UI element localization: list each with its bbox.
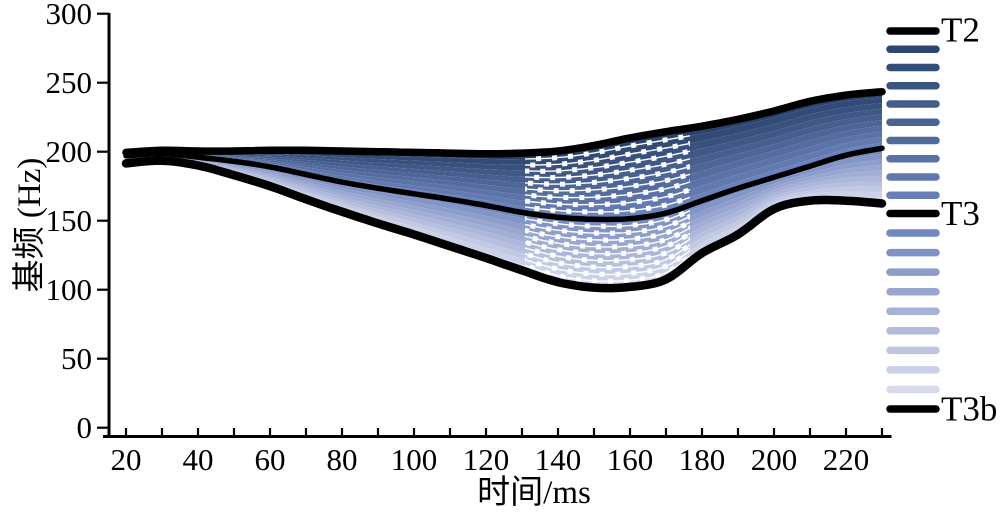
continuum-strip <box>126 125 882 198</box>
y-tick-label: 150 <box>46 203 93 238</box>
x-tick-label: 80 <box>327 442 358 477</box>
t3b-curve <box>121 156 887 293</box>
y-axis-label: 基频 (Hz) <box>11 158 48 293</box>
continuum-strip <box>126 142 882 220</box>
legend-label-t2: T2 <box>941 11 980 50</box>
x-tick-label: 140 <box>535 442 582 477</box>
continuum-strip <box>126 159 882 282</box>
continuum-strip <box>126 153 882 234</box>
continuum-strip <box>126 131 882 205</box>
continuum-strip <box>126 158 882 275</box>
t3-curve <box>123 145 885 223</box>
reference-tone-curves <box>121 87 887 293</box>
x-tick-label: 200 <box>751 442 798 477</box>
x-tick-label: 60 <box>255 442 286 477</box>
continuum-strip <box>126 114 882 185</box>
y-tick-label: 200 <box>46 134 93 169</box>
continuum-strip <box>126 136 882 212</box>
tick-labels: 20 40 60 80 100 120 140 160 180 200 220 0 50 100 150 20… <box>46 0 870 477</box>
x-axis-label: 时间/ms <box>477 475 591 511</box>
y-tick-label: 50 <box>61 341 92 376</box>
continuum-strip <box>126 156 882 254</box>
t2-curve <box>122 87 886 158</box>
legend: T2 T3 T3b <box>886 11 997 429</box>
legend-swatch-lines <box>886 27 940 413</box>
x-tick-label: 20 <box>111 442 142 477</box>
legend-label-t3b: T3b <box>941 390 997 429</box>
y-tick-label: 250 <box>46 65 93 100</box>
continuum-strip <box>126 103 882 172</box>
axes <box>97 12 892 438</box>
continuum-strip <box>126 155 882 247</box>
continuum-strip <box>126 91 882 160</box>
legend-label-t3: T3 <box>941 194 980 233</box>
x-tick-label: 160 <box>607 442 654 477</box>
y-tick-label: 100 <box>46 272 93 307</box>
x-tick-label: 220 <box>823 442 870 477</box>
continuum-gradient-band <box>126 91 882 289</box>
y-tick-label: 300 <box>46 0 93 31</box>
x-tick-label: 120 <box>463 442 510 477</box>
x-tick-label: 40 <box>183 442 214 477</box>
continuum-strip <box>126 97 882 165</box>
continuum-strip <box>126 120 882 191</box>
x-tick-label: 180 <box>679 442 726 477</box>
x-tick-label: 100 <box>391 442 438 477</box>
continuum-strip <box>126 157 882 261</box>
y-tick-label: 0 <box>77 410 93 445</box>
continuum-strip <box>126 157 882 268</box>
continuum-strip <box>126 155 882 241</box>
continuum-strip <box>126 108 882 178</box>
